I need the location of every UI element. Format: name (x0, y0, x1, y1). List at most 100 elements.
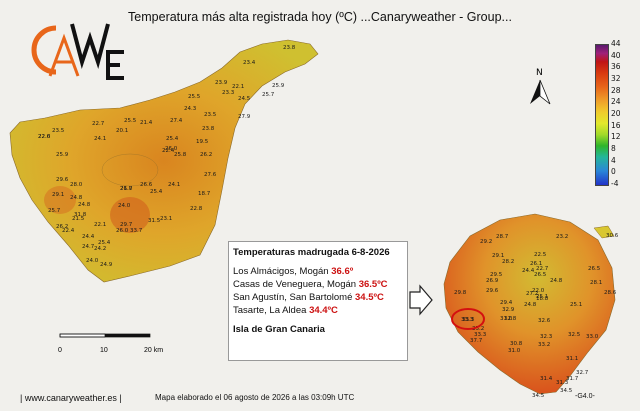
station-temperature-label: 20.1 (116, 128, 128, 134)
scale-bar: 0 10 20 km (58, 333, 163, 354)
station-temperature-label: 31.1 (566, 356, 578, 362)
station-temperature-label: 22.8 (190, 206, 203, 212)
north-arrow-icon: N (530, 68, 551, 105)
station-temperature-label: 24.8 (70, 195, 83, 201)
station-temperature-label: 23.3 (222, 90, 235, 96)
station-temperature-label: 29.1 (52, 192, 64, 198)
station-temperature-label: 27.4 (170, 118, 183, 124)
station-temperature-label: 26.9 (486, 278, 499, 284)
station-temperature-label: 23.8 (202, 126, 215, 132)
station-temperature-label: 31.8 (74, 212, 87, 218)
color-bar-tick: 20 (611, 109, 621, 118)
station-temperature-label: 18.8 (536, 296, 549, 302)
station-temperature-label: 23.4 (243, 60, 256, 66)
station-temperature-label: 22.0 (38, 134, 51, 140)
station-temperature-label: 32.5 (568, 332, 581, 338)
station-temperature-label: 33.0 (586, 334, 599, 340)
station-temperature-label: 23.5 (204, 112, 217, 118)
station-temperature-label: 32.8 (504, 316, 517, 322)
station-temperature-label: 30.8 (510, 341, 523, 347)
station-temperature-label: 33.7 (130, 228, 143, 234)
color-bar-tick: 0 (611, 167, 616, 177)
color-bar-tick: 24 (611, 97, 621, 107)
station-temperature-label: 24.8 (550, 278, 563, 284)
station-temperature-label: 24.5 (238, 96, 251, 102)
site-link[interactable]: | www.canaryweather.es | (20, 393, 122, 403)
station-temperature-label: 29.5 (490, 272, 503, 278)
station-temperature-label: 29.6 (56, 177, 69, 183)
station-temperature-label: 22.0 (532, 288, 545, 294)
station-temperature-label: 27.9 (238, 114, 251, 120)
station-temperature-label: 26.7 (120, 186, 133, 192)
station-temperature-label: 25.4 (166, 136, 179, 142)
station-temperature-label: 32.9 (502, 307, 515, 313)
canaryweather-logo (31, 23, 124, 80)
page-title: Temperatura más alta registrada hoy (ºC)… (128, 10, 512, 24)
station-temperature-label: 25.1 (536, 294, 548, 300)
station-temperature-label: 18.7 (198, 191, 211, 197)
station-temperature-label: 24.8 (78, 202, 91, 208)
station-temperature-label: 24.8 (524, 302, 537, 308)
color-bar-tick: 8 (611, 144, 616, 153)
station-temperature-label: 23.9 (215, 80, 228, 86)
svg-text:0: 0 (58, 347, 62, 354)
gran-canaria-island (443, 213, 616, 395)
color-bar-tick: 40 (611, 50, 621, 60)
footer-note: Mapa elaborado el 06 agosto de 2026 a la… (155, 393, 355, 402)
station-temperature-label: 24.3 (184, 106, 197, 112)
station-temperature-label: 25.5 (188, 94, 201, 100)
station-temperature-label: 32.6 (538, 318, 551, 324)
station-temperature-label: 31.3 (556, 380, 569, 386)
color-bar-tick: 28 (611, 85, 621, 95)
station-temperature-label: 32.3 (540, 334, 553, 340)
station-temperature-label: 21.0 (120, 186, 133, 192)
station-temperature-label: 28.2 (502, 259, 514, 265)
highlight-circle (451, 308, 485, 330)
svg-text:20 km: 20 km (144, 347, 163, 354)
tenerife-station-labels: 23.8 23.4 22.1 24.5 25.9 25.7 23.9 25.5 24.3 23.5… (38, 45, 296, 268)
station-temperature-label: 24.7 (82, 244, 95, 250)
station-temperature-label: 25.4 (150, 189, 163, 195)
station-temperature-label: 23.8 (283, 45, 296, 51)
station-temperature-label: 34.5 (532, 393, 545, 399)
station-temperature-label: 26.5 (588, 266, 601, 272)
station-temperature-label: 28.1 (590, 280, 602, 286)
station-temperature-label: 32.7 (576, 370, 589, 376)
station-temperature-label: 24.0 (86, 258, 99, 264)
svg-text:10: 10 (100, 347, 108, 354)
color-bar-tick: 44 (611, 39, 621, 48)
station-temperature-label: 31.7 (566, 376, 579, 382)
station-temperature-label: 28.6 (604, 290, 617, 296)
station-temperature-label: 25.4 (98, 240, 111, 246)
tenerife-island (9, 39, 319, 283)
station-temperature-label: 24.1 (94, 136, 106, 142)
station-temperature-label: 31.0 (508, 348, 521, 354)
station-temperature-label: 33.2 (538, 342, 550, 348)
color-bar-tick: 36 (611, 62, 621, 72)
station-temperature-label: 29.6 (486, 288, 499, 294)
station-temperature-label: 29.7 (120, 222, 133, 228)
station-temperature-label: 23.5 (52, 128, 65, 134)
station-temperature-label: 23.1 (160, 216, 172, 222)
station-temperature-label: 22.7 (92, 121, 105, 127)
station-temperature-label: 31.5 (148, 218, 161, 224)
station-temperature-label: 22.4 (62, 228, 75, 234)
info-row: San Agustín, San Bartolomé 34.5ºC (233, 292, 384, 303)
station-temperature-label: 31.0 (500, 316, 513, 322)
station-temperature-label: 19.5 (196, 139, 209, 145)
color-bar-tick: 4 (611, 155, 616, 165)
station-temperature-label: 25.8 (174, 152, 187, 158)
station-temperature-label: 31.4 (540, 376, 553, 382)
color-bar-tick: 16 (611, 120, 621, 130)
temperature-color-bar (595, 44, 609, 186)
station-temperature-label: 22.1 (232, 84, 244, 90)
station-temperature-label: 29.4 (500, 300, 513, 306)
station-temperature-label: 29.8 (454, 290, 467, 296)
svg-text:N: N (536, 68, 543, 78)
station-temperature-label: 24.0 (118, 203, 131, 209)
station-temperature-label: 27.2 (526, 291, 538, 297)
station-temperature-label: 25.7 (262, 92, 275, 98)
station-temperature-label: 25.9 (272, 83, 285, 89)
station-temperature-label: 24.4 (82, 234, 95, 240)
